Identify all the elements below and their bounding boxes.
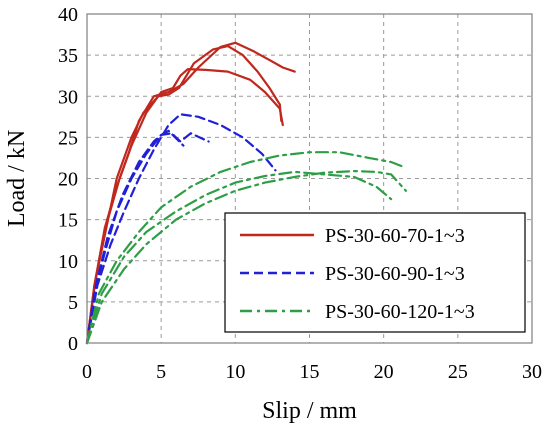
y-tick-label: 15 — [58, 210, 78, 232]
plot-frame — [86, 13, 533, 344]
legend-label-series-2: PS-30-60-90-1~3 — [325, 263, 465, 285]
x-axis-title: Slip / mm — [262, 398, 357, 424]
series-2-curve-2 — [85, 132, 210, 345]
legend-label-series-1: PS-30-60-70-1~3 — [325, 225, 465, 247]
series-3-curve-3 — [85, 151, 407, 345]
x-tick-label: 25 — [448, 361, 468, 383]
y-tick-label: 25 — [58, 127, 78, 149]
x-tick-label: 0 — [82, 361, 92, 383]
y-tick-label: 40 — [58, 4, 78, 26]
data-series — [85, 41, 407, 345]
y-tick-label: 5 — [68, 292, 78, 314]
y-axis-title: Load / kN — [4, 130, 30, 227]
y-tick-label: 20 — [58, 169, 78, 191]
legend: PS-30-60-70-1~3 PS-30-60-90-1~3 PS-30-60… — [224, 212, 526, 333]
tick-labels: 0 5 10 15 20 25 30 0 5 10 15 20 25 30 35 40 — [58, 4, 542, 383]
x-tick-label: 20 — [374, 361, 394, 383]
y-tick-label: 35 — [58, 45, 78, 67]
x-tick-label: 30 — [522, 361, 542, 383]
x-tick-label: 15 — [300, 361, 320, 383]
y-tick-label: 10 — [58, 251, 78, 273]
series-1-curve-3 — [85, 68, 284, 345]
series-3-curve-1 — [85, 170, 393, 345]
series-1-curve-2 — [85, 45, 283, 345]
series-2-curve-3 — [85, 113, 277, 345]
y-tick-label: 30 — [58, 86, 78, 108]
x-tick-label: 5 — [156, 361, 166, 383]
legend-label-series-3: PS-30-60-120-1~3 — [325, 301, 475, 323]
x-tick-label: 10 — [225, 361, 245, 383]
series-3-curve-2 — [85, 170, 407, 345]
y-tick-label: 0 — [68, 333, 78, 355]
